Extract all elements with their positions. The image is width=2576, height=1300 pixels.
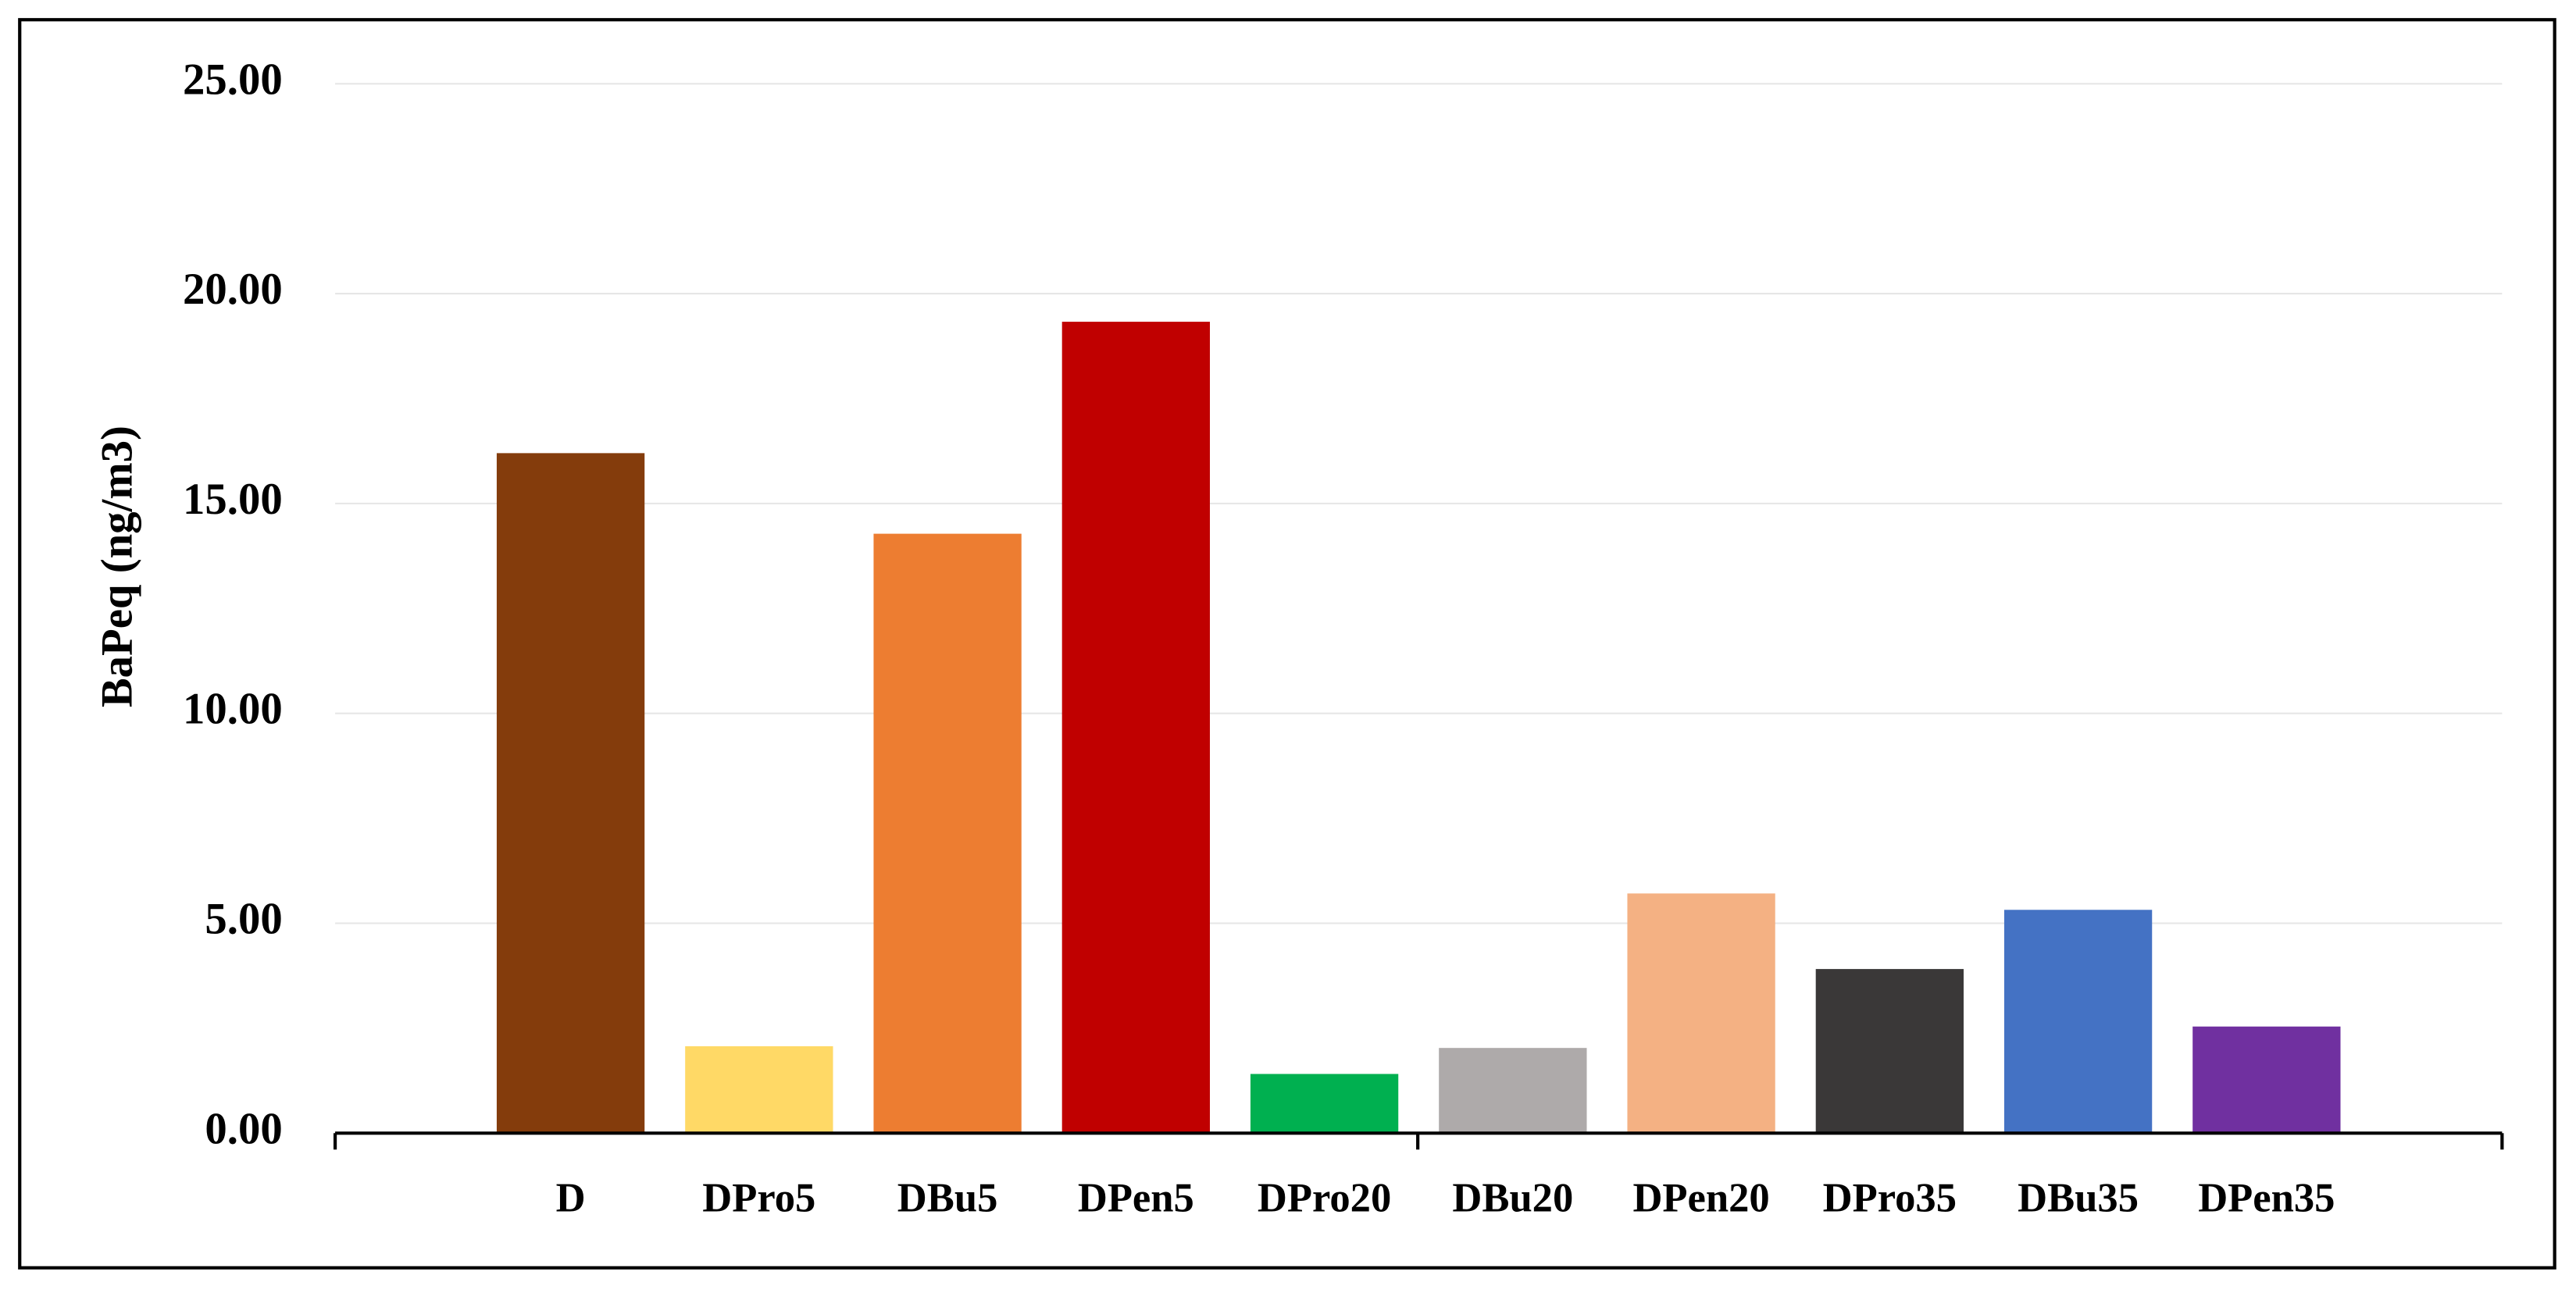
bar bbox=[1439, 1048, 1587, 1134]
bar bbox=[1250, 1074, 1399, 1134]
x-tick-label: DPro20 bbox=[1258, 1176, 1391, 1221]
y-tick-label: 20.00 bbox=[183, 265, 283, 314]
bar bbox=[2003, 910, 2153, 1134]
y-tick-label: 10.00 bbox=[183, 685, 283, 734]
frame bbox=[18, 18, 2556, 1270]
bar bbox=[1061, 322, 1210, 1134]
bar bbox=[1815, 969, 1964, 1134]
x-tick-label: DBu20 bbox=[1452, 1176, 1573, 1221]
x-tick-label: DPen5 bbox=[1078, 1176, 1194, 1221]
bar bbox=[873, 533, 1022, 1134]
bar bbox=[496, 453, 645, 1134]
bar bbox=[685, 1046, 833, 1134]
y-tick-label: 0.00 bbox=[205, 1104, 282, 1153]
y-tick-label: 15.00 bbox=[183, 475, 283, 524]
x-tick-label: DPro35 bbox=[1823, 1176, 1957, 1221]
x-tick-label: DPen35 bbox=[2198, 1176, 2335, 1221]
y-tick-label: 5.00 bbox=[205, 895, 282, 944]
bar bbox=[2192, 1026, 2341, 1134]
x-tick-label: DPro5 bbox=[702, 1176, 815, 1221]
y-axis-label: BaPeq (ng/m3) bbox=[93, 426, 142, 707]
x-tick-label: D bbox=[556, 1176, 586, 1221]
y-tick-label: 25.00 bbox=[183, 55, 283, 104]
bar bbox=[1627, 893, 1775, 1134]
x-tick-label: DBu35 bbox=[2018, 1176, 2139, 1221]
x-tick-label: DBu5 bbox=[897, 1176, 998, 1221]
x-tick-label: DPen20 bbox=[1632, 1176, 1769, 1221]
